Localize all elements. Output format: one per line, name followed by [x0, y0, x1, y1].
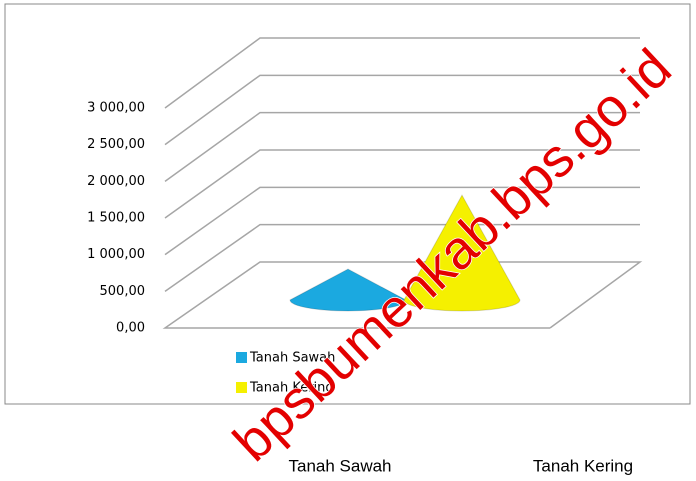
y-tick-label: 1 500,00: [87, 211, 145, 226]
cone: [403, 194, 521, 312]
x-tick-label: Tanah Kering: [533, 456, 633, 475]
legend-label: Tanah Kering: [249, 381, 334, 396]
legend-swatch: [236, 382, 247, 393]
y-tick-label: 2 000,00: [87, 174, 145, 189]
grid-line: [164, 37, 640, 109]
y-tick-label: 0,00: [116, 321, 145, 336]
grid-line: [164, 74, 640, 146]
y-tick-label: 2 500,00: [87, 137, 145, 152]
grid-line: [164, 111, 640, 182]
y-tick-label: 3 000,00: [87, 101, 145, 116]
grid-line: [164, 186, 640, 256]
legend-swatch: [236, 352, 247, 363]
chart-frame: [4, 3, 691, 405]
grid-line: [162, 261, 643, 329]
grid-line: [164, 149, 640, 219]
cone: [289, 268, 407, 312]
grid-line: [164, 223, 640, 292]
x-tick-label: Tanah Sawah: [288, 456, 391, 475]
y-tick-label: 1 000,00: [87, 247, 145, 262]
y-tick-label: 500,00: [100, 284, 146, 299]
legend-label: Tanah Sawah: [249, 351, 335, 366]
